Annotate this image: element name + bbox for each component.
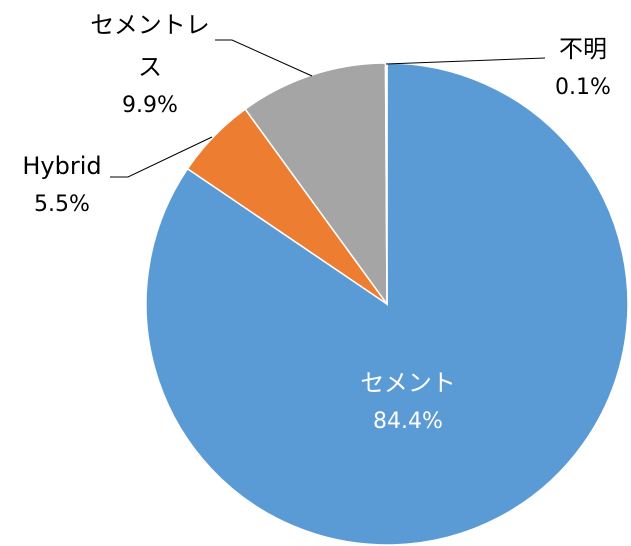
leader-line: [385, 57, 546, 65]
leader-line: [110, 136, 213, 178]
pie-slice: [384, 62, 388, 305]
category-label: セメント: [360, 369, 456, 397]
category-label: 不明: [559, 35, 607, 63]
slice-label: セメント 84.4%: [360, 362, 456, 440]
slice-label: 不明 0.1%: [555, 28, 611, 106]
pie-slice: [244, 62, 388, 307]
value-label: 9.9%: [122, 93, 178, 118]
value-label: 5.5%: [34, 192, 90, 217]
slice-label: Hybrid 5.5%: [22, 145, 101, 223]
pie-slice: [145, 62, 629, 546]
value-label: 0.1%: [555, 75, 611, 100]
value-label: 84.4%: [373, 409, 443, 434]
category-label: セメントレス: [90, 11, 210, 81]
leader-line: [215, 39, 313, 77]
slice-label: セメントレス 9.9%: [80, 4, 220, 124]
category-label: Hybrid: [22, 152, 102, 180]
